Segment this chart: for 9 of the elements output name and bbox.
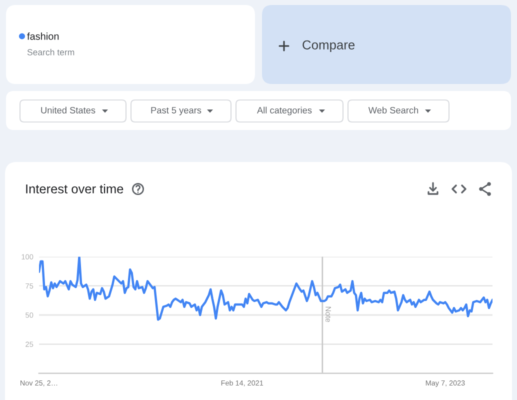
text: Compare <box>302 40 355 52</box>
legend-label: fashion <box>27 32 59 40</box>
text: All categories <box>257 106 312 116</box>
text: Web Search <box>368 106 418 114</box>
text: Search term <box>27 48 74 56</box>
text: United States <box>41 106 96 114</box>
text: Past 5 years <box>151 107 202 116</box>
line-series <box>39 256 492 321</box>
chart-title: Interest over time <box>26 184 124 194</box>
